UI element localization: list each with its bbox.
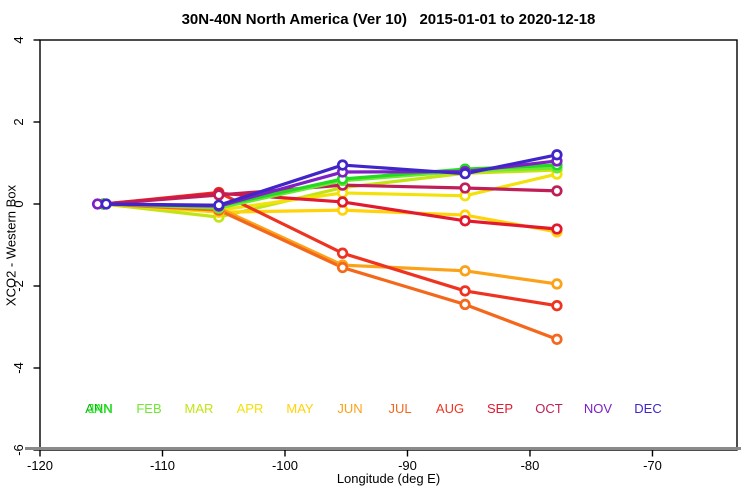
x-tick-label: -110 bbox=[150, 458, 175, 473]
x-tick-label: -80 bbox=[521, 458, 540, 473]
marker-dec bbox=[213, 199, 225, 211]
x-axis-title: Longitude (deg E) bbox=[336, 471, 441, 486]
marker-sep bbox=[459, 215, 471, 227]
legend-item-jul: JUL bbox=[388, 401, 411, 416]
marker-dec bbox=[100, 198, 112, 210]
legend-item-jun: JUN bbox=[337, 401, 362, 416]
x-tick-label: -70 bbox=[643, 458, 662, 473]
legend-item-may: MAY bbox=[286, 401, 314, 416]
legend-item-mar: MAR bbox=[185, 401, 214, 416]
legend-item-sep: SEP bbox=[487, 401, 513, 416]
series-line-jun bbox=[102, 202, 559, 286]
marker-aug bbox=[551, 300, 563, 312]
marker-jul bbox=[551, 333, 563, 345]
chart-title: 30N-40N North America (Ver 10) 2015-01-0… bbox=[181, 11, 596, 28]
marker-oct bbox=[459, 182, 471, 194]
marker-jun bbox=[459, 265, 471, 277]
legend-item-nov: NOV bbox=[584, 401, 613, 416]
legend-item-oct: OCT bbox=[535, 401, 563, 416]
marker-oct bbox=[213, 189, 225, 201]
y-tick-label: 4 bbox=[11, 36, 26, 43]
marker-dec bbox=[459, 168, 471, 180]
legend-item-dec: DEC bbox=[634, 401, 661, 416]
legend-item-jan: JAN bbox=[88, 401, 113, 416]
marker-jun bbox=[551, 278, 563, 290]
marker-dec bbox=[551, 149, 563, 161]
marker-aug bbox=[336, 247, 349, 259]
x-tick-label: -100 bbox=[272, 458, 298, 473]
marker-sep bbox=[551, 223, 563, 235]
marker-sep bbox=[336, 196, 349, 208]
legend-item-feb: FEB bbox=[136, 401, 161, 416]
plot-border bbox=[39, 39, 738, 451]
marker-aug bbox=[459, 285, 471, 297]
y-tick-label: 2 bbox=[11, 118, 26, 125]
marker-oct bbox=[551, 185, 563, 197]
marker-jul bbox=[459, 298, 471, 311]
y-tick-label: 0 bbox=[11, 200, 26, 207]
y-tick-label: -6 bbox=[11, 444, 26, 456]
marker-jul bbox=[336, 261, 349, 274]
x-tick-label: -90 bbox=[398, 458, 417, 473]
legend-item-apr: APR bbox=[237, 401, 264, 416]
marker-dec bbox=[336, 159, 349, 171]
legend-item-aug: AUG bbox=[436, 401, 464, 416]
y-tick-label: -4 bbox=[11, 362, 26, 374]
y-tick-label: -2 bbox=[11, 280, 26, 292]
x-tick-label: -120 bbox=[27, 458, 53, 473]
legend-item-ann: ANN bbox=[85, 401, 112, 416]
